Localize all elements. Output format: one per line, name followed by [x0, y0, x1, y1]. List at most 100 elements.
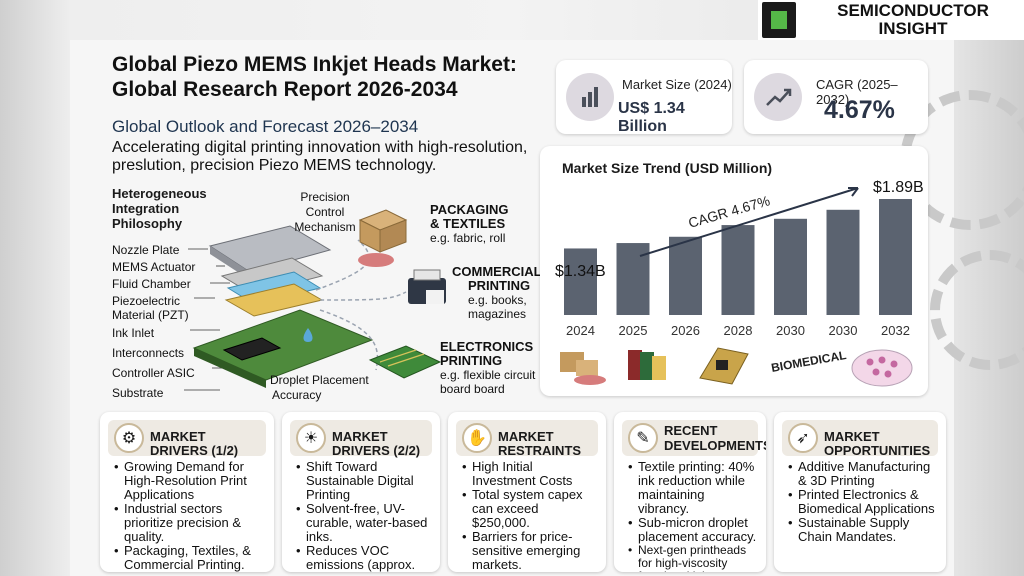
page-subtitle: Global Outlook and Forecast 2026–2034	[112, 117, 419, 136]
card-header: ☀ MARKET DRIVERS (2/2)	[290, 420, 432, 458]
trend-arrow-line	[639, 187, 859, 257]
substrate-side	[194, 348, 266, 388]
boxes-icon	[560, 352, 606, 385]
market-size-value: US$ 1.34 Billion	[618, 100, 685, 135]
app-commercial: COMMERCIAL PRINTING e.g. books, magazine…	[452, 264, 542, 322]
app-title-line1: PACKAGING	[430, 202, 509, 217]
page-title: Global Piezo MEMS Inkjet Heads Market: G…	[112, 52, 552, 102]
list-item: Industrial sectors prioritize precision …	[114, 502, 266, 544]
recent-developments-card: ✎ RECENT DEVELOPMENTS Textile printing: …	[614, 412, 766, 572]
market-size-card: Market Size (2024) US$ 1.34 Billion	[556, 60, 732, 135]
layer-label: MEMS Actuator	[112, 260, 196, 274]
app-sub: magazines	[468, 307, 527, 321]
cagr-card: CAGR (2025–2032) 4.67%	[744, 60, 928, 134]
list-item: Printed Electronics & Biomedical Applica…	[788, 488, 938, 516]
gears-icon: ⚙	[114, 423, 144, 453]
chip-logo-icon	[762, 2, 796, 38]
list-item: Packaging, Textiles, & Commercial Printi…	[114, 544, 266, 572]
card-header: ✎ RECENT DEVELOPMENTS	[622, 420, 766, 456]
card-header: ✋ MARKET RESTRAINTS	[456, 420, 598, 458]
printer-icon	[408, 269, 446, 304]
diagram-heading: Heterogeneous Integration Philosophy	[112, 186, 207, 231]
droplet-label-line1: Droplet Placement	[270, 373, 369, 387]
trend-up-icon	[754, 73, 802, 121]
precision-label-line3: Mechanism	[294, 220, 356, 234]
droplet-label: Droplet Placement Accuracy	[270, 373, 369, 403]
list-item: Reduces VOC emissions (approx. 70%).	[296, 544, 432, 573]
market-size-label: Market Size (2024)	[622, 77, 732, 92]
app-sub: board board	[440, 382, 505, 396]
petri-dish-icon	[851, 349, 913, 387]
circuit-board-icon	[699, 347, 749, 385]
list-item: Solvent-free, UV-curable, water-based in…	[296, 502, 432, 544]
layer-label: Substrate	[112, 386, 164, 400]
lightbulb-icon: ☀	[296, 423, 326, 453]
card-title: MARKET DRIVERS (2/2)	[332, 429, 421, 458]
data-label-first: $1.34B	[555, 263, 606, 280]
layer-label: Nozzle Plate	[112, 243, 180, 257]
inkjet-head-illustration	[184, 209, 446, 391]
list-item: High Initial Investment Costs	[462, 460, 598, 488]
list-item: Barriers for price-sensitive emerging ma…	[462, 530, 598, 572]
chart-bar	[826, 209, 860, 315]
layer-label: Controller ASIC	[112, 366, 195, 380]
list-item: Additive Manufacturing & 3D Printing	[788, 460, 938, 488]
card-title: MARKET RESTRAINTS	[498, 429, 582, 458]
biomedical-label: BIOMEDICAL	[770, 348, 847, 375]
card-list: Additive Manufacturing & 3D Printing Pri…	[788, 460, 938, 544]
books-icon	[628, 350, 666, 380]
list-item: Sustainable Supply Chain Mandates.	[788, 516, 938, 544]
app-sub: e.g. fabric, roll	[430, 231, 506, 245]
card-header: ➶ MARKET OPPORTUNITIES	[782, 420, 938, 458]
card-header: ⚙ MARKET DRIVERS (1/2)	[108, 420, 266, 458]
data-label-last: $1.89B	[873, 179, 924, 196]
controller-asic	[222, 337, 282, 361]
app-packaging: PACKAGING & TEXTILES e.g. fabric, roll	[430, 202, 509, 246]
brand-logo-block: SEMICONDUCTOR INSIGHT	[758, 0, 1024, 40]
x-tick-label: 2024	[566, 323, 595, 338]
card-list: High Initial Investment Costs Total syst…	[462, 460, 598, 572]
chart-bar	[669, 236, 702, 315]
list-item: Next-gen printheads for high-viscosity f…	[628, 544, 758, 573]
precision-label-line1: Precision	[300, 190, 350, 204]
card-list: Growing Demand for High-Resolution Print…	[114, 460, 266, 572]
card-list: Shift Toward Sustainable Digital Printin…	[296, 460, 432, 573]
app-title-line2: PRINTING	[468, 278, 531, 293]
market-drivers-2-card: ☀ MARKET DRIVERS (2/2) Shift Toward Sust…	[282, 412, 440, 572]
chart-bar	[879, 199, 912, 315]
app-electronics: ELECTRONICS PRINTING e.g. flexible circu…	[440, 339, 535, 397]
app-title-line2: & TEXTILES	[430, 216, 506, 231]
market-drivers-1-card: ⚙ MARKET DRIVERS (1/2) Growing Demand fo…	[100, 412, 274, 572]
substrate-board	[192, 309, 374, 381]
x-tick-label: 2028	[724, 323, 753, 338]
boxes-icon	[358, 209, 408, 267]
list-item: Growing Demand for High-Resolution Print…	[114, 460, 266, 502]
flow-arrows	[315, 239, 370, 291]
x-tick-label: 2032	[881, 323, 910, 338]
droplet-label-line2: Accuracy	[272, 388, 322, 402]
card-title: MARKET DRIVERS (1/2)	[150, 429, 239, 458]
market-restraints-card: ✋ MARKET RESTRAINTS High Initial Investm…	[448, 412, 606, 572]
app-title-line1: COMMERCIAL	[452, 264, 542, 279]
market-trend-panel: Market Size Trend (USD Million) 2024 2025…	[540, 146, 928, 396]
chart-bar	[564, 248, 597, 315]
x-tick-label: 2025	[619, 323, 648, 338]
x-tick-label: 2030	[829, 323, 858, 338]
x-tick-label: 2026	[671, 323, 700, 338]
market-trend-chart: 2024 2025 2026 2028 2030 2030 2032 $1.34B $1.89B…	[555, 179, 924, 387]
clipboard-icon: ✎	[628, 423, 658, 453]
app-sub: e.g. books,	[468, 293, 527, 307]
precision-label: Precision Control Mechanism	[290, 190, 360, 235]
app-title-line1: ELECTRONICS	[440, 339, 534, 354]
layer-label: Interconnects	[112, 346, 185, 360]
circuit-board-icon	[368, 345, 442, 379]
cagr-label: CAGR (2025–2032)	[816, 77, 898, 107]
brand-name-line1: SEMICONDUCTOR	[837, 1, 989, 20]
list-item: Shift Toward Sustainable Digital Printin…	[296, 460, 432, 502]
card-title: RECENT DEVELOPMENTS	[664, 423, 766, 453]
layer-label: Ink Inlet	[112, 326, 155, 340]
chart-title: Market Size Trend (USD Million)	[562, 160, 773, 176]
ink-droplet-icon	[303, 328, 313, 342]
layer-label: Material (PZT)	[112, 308, 189, 322]
layer-label: Piezoelectric	[112, 294, 181, 308]
